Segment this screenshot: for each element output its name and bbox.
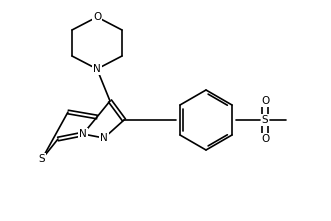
Text: N: N [93,64,101,74]
Text: S: S [39,154,45,164]
Text: S: S [262,115,268,125]
Text: O: O [261,96,269,106]
Text: N: N [79,129,87,139]
Text: O: O [93,12,101,22]
Text: O: O [261,134,269,144]
Text: N: N [100,133,108,143]
